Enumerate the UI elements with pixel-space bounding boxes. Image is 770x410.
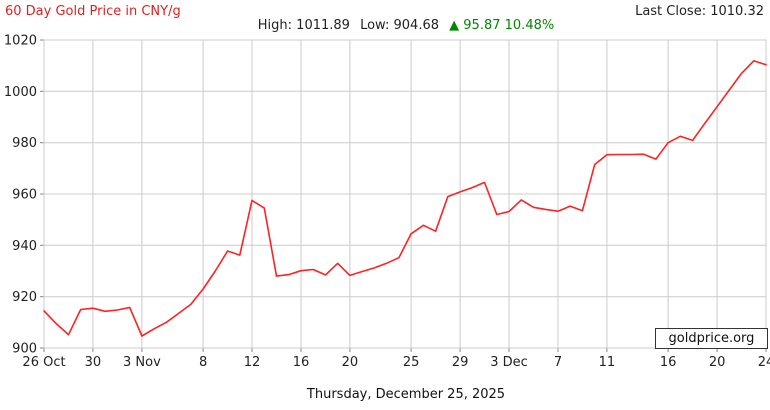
x-tick-label: 20 xyxy=(342,355,359,370)
up-triangle-icon: ▲ xyxy=(449,18,460,33)
x-tick-label: 16 xyxy=(293,355,310,370)
footer-date: Thursday, December 25, 2025 xyxy=(306,387,506,402)
change-percent: 10.48% xyxy=(504,18,555,33)
y-tick-label: 980 xyxy=(12,136,37,151)
price-line xyxy=(43,59,767,337)
high-low-summary: High: 1011.89 Low: 904.68 ▲ 95.87 10.48% xyxy=(44,18,768,33)
x-tick-label: 24 xyxy=(758,355,770,370)
y-tick-label: 1000 xyxy=(4,85,37,100)
chart-title: 60 Day Gold Price in CNY/g xyxy=(5,4,181,19)
y-tick-label: 920 xyxy=(12,290,37,305)
x-tick-label: 7 xyxy=(554,355,562,370)
y-tick-label: 960 xyxy=(12,188,37,203)
x-tick-label: 11 xyxy=(599,355,616,370)
x-tick-label: 16 xyxy=(660,355,677,370)
x-tick-label: 3 Nov xyxy=(123,355,161,370)
plot-border xyxy=(43,39,767,349)
y-tick-label: 900 xyxy=(12,342,37,357)
last-close-label: Last Close: xyxy=(635,4,707,19)
x-tick-label: 30 xyxy=(85,355,102,370)
x-tick-label: 29 xyxy=(452,355,469,370)
low-value: 904.68 xyxy=(393,18,440,33)
y-tick-label: 1020 xyxy=(4,34,37,49)
change-value: 95.87 xyxy=(463,18,501,33)
x-tick-label: 8 xyxy=(199,355,207,370)
high-value: 1011.89 xyxy=(296,18,350,33)
x-tick-label: 3 Dec xyxy=(490,355,528,370)
last-close: Last Close: 1010.32 xyxy=(635,4,764,19)
last-close-value: 1010.32 xyxy=(710,4,764,19)
low-label: Low: xyxy=(360,18,390,33)
x-tick-label: 12 xyxy=(244,355,261,370)
goldprice-watermark: goldprice.org xyxy=(655,328,768,349)
x-tick-label: 20 xyxy=(709,355,726,370)
y-tick-label: 940 xyxy=(12,239,37,254)
x-tick-label: 25 xyxy=(403,355,420,370)
high-label: High: xyxy=(257,18,293,33)
x-tick-label: 26 Oct xyxy=(22,355,65,370)
